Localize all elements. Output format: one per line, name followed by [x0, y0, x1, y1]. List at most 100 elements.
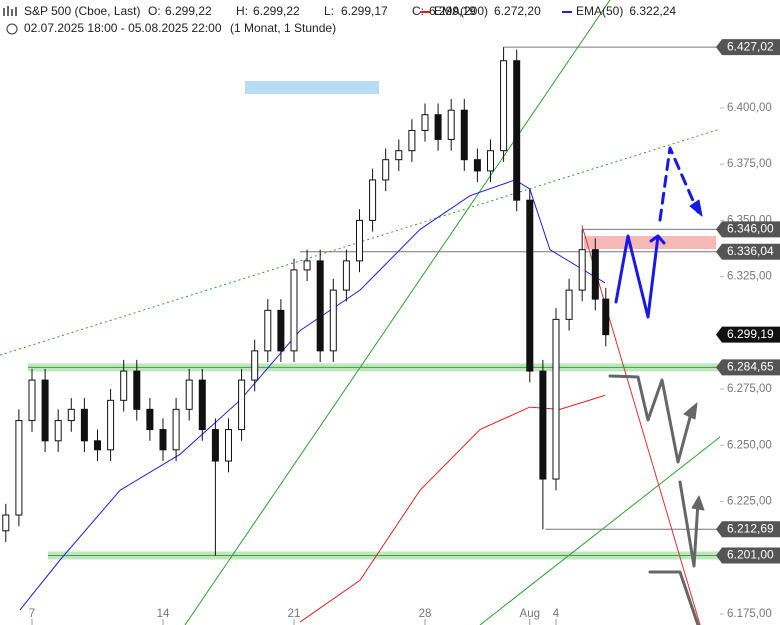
- trendline: [581, 225, 701, 625]
- candle-body: [290, 269, 298, 352]
- candle-body: [486, 150, 494, 172]
- candle-body: [316, 260, 324, 352]
- date-range: 02.07.2025 18:00 - 05.08.2025 22:00: [24, 21, 222, 35]
- price-label: 6.336,04: [727, 244, 774, 258]
- legend-value: 6.322,24: [629, 4, 676, 18]
- candle-body: [473, 159, 481, 172]
- candle-body: [355, 219, 363, 262]
- candle-body: [120, 370, 128, 401]
- trendline: [479, 436, 720, 625]
- candle-body: [513, 60, 521, 201]
- price-label-box: [716, 359, 780, 376]
- candle-body: [211, 429, 219, 462]
- candle-body: [552, 318, 560, 480]
- ohlc-value: 6.299,17: [341, 4, 388, 18]
- candle-body: [93, 440, 101, 451]
- x-tick-label: 28: [419, 608, 432, 620]
- price-label: 6.299,19: [727, 327, 774, 341]
- ohlc-value: 6.299,22: [253, 4, 300, 18]
- candle-body: [434, 114, 442, 140]
- x-tick-label: 21: [288, 608, 301, 620]
- candle-body: [41, 379, 49, 442]
- legend-value: 6.272,20: [494, 4, 541, 18]
- ema-line: [19, 179, 606, 611]
- price-label-box: [716, 547, 780, 564]
- candle-body: [447, 109, 455, 140]
- x-tick-label: Aug: [520, 608, 540, 620]
- interval: (1 Monat, 1 Stunde): [230, 21, 336, 35]
- candle-body: [251, 350, 259, 381]
- candle-body: [28, 379, 36, 422]
- candle-body: [460, 109, 468, 161]
- candle-body: [395, 150, 403, 161]
- y-tick-label: 6.275,00: [727, 383, 772, 395]
- ohlc-value: 6.299,22: [165, 4, 212, 18]
- candle-body: [591, 249, 599, 300]
- y-tick-label: 6.375,00: [727, 158, 772, 170]
- candle-body: [565, 289, 573, 320]
- candle-body: [172, 408, 180, 451]
- price-label-box: [716, 243, 780, 260]
- candle-body: [500, 60, 508, 152]
- candle-body: [224, 429, 232, 462]
- legend-name: EMA(200): [434, 4, 488, 18]
- ohlc-label: O:: [148, 4, 161, 18]
- price-label: 6.201,00: [727, 548, 774, 562]
- ema-line: [299, 394, 606, 623]
- candle-body: [198, 379, 206, 431]
- y-tick-label: 6.250,00: [727, 439, 772, 451]
- candle-body: [15, 420, 23, 516]
- candle-body: [277, 309, 285, 352]
- price-label: 6.284,65: [727, 360, 774, 374]
- ohlc-value: 6.299,19: [429, 4, 476, 18]
- candle-body: [238, 379, 246, 431]
- candle-body: [602, 298, 610, 336]
- clock-icon: [6, 23, 18, 35]
- x-tick-label: 14: [157, 608, 170, 620]
- candle-body: [303, 260, 311, 271]
- ohlc-label: C:: [412, 4, 424, 18]
- trendline: [184, 0, 611, 625]
- candle-body: [578, 249, 586, 291]
- candle-body: [107, 399, 115, 451]
- trendline: [0, 128, 720, 356]
- candle-body: [382, 159, 390, 181]
- price-label-box: [716, 521, 780, 538]
- candle-body: [146, 408, 154, 431]
- candle-body: [342, 260, 350, 291]
- y-tick-label: 6.400,00: [727, 102, 772, 114]
- highlight-box: [245, 81, 379, 94]
- candle-body: [329, 289, 337, 352]
- price-label: 6.427,02: [727, 39, 774, 53]
- annotation-arrows: [608, 146, 705, 625]
- candle-body: [80, 408, 88, 442]
- y-tick-label: 6.175,00: [727, 608, 772, 620]
- candle-body: [2, 514, 10, 532]
- candle-body: [408, 129, 416, 152]
- candle-body: [369, 179, 377, 221]
- price-label: 6.212,69: [727, 521, 774, 535]
- ohlc-label: L:: [324, 4, 334, 18]
- x-tick-label: 7: [29, 608, 35, 620]
- candle-body: [133, 370, 141, 410]
- candle-body: [421, 114, 429, 131]
- price-label-box: [716, 39, 780, 56]
- candle-body: [67, 408, 75, 422]
- y-tick-label: 6.225,00: [727, 496, 772, 508]
- symbol: S&P 500 (Cboe, Last): [24, 4, 141, 18]
- candle-body: [159, 429, 167, 451]
- price-label-box: [716, 221, 780, 238]
- bars-icon: [3, 6, 17, 16]
- legend-name: EMA(50): [576, 4, 623, 18]
- candle-body: [54, 420, 62, 442]
- price-label-box: [716, 326, 780, 343]
- ohlc-label: H:: [236, 4, 248, 18]
- price-label: 6.346,00: [727, 222, 774, 236]
- candle-body: [539, 370, 547, 480]
- highlight-box: [584, 236, 716, 249]
- candle-body: [264, 309, 272, 352]
- y-tick-label: 6.325,00: [727, 271, 772, 283]
- x-tick-label: 4: [553, 608, 560, 620]
- candle-body: [526, 199, 534, 372]
